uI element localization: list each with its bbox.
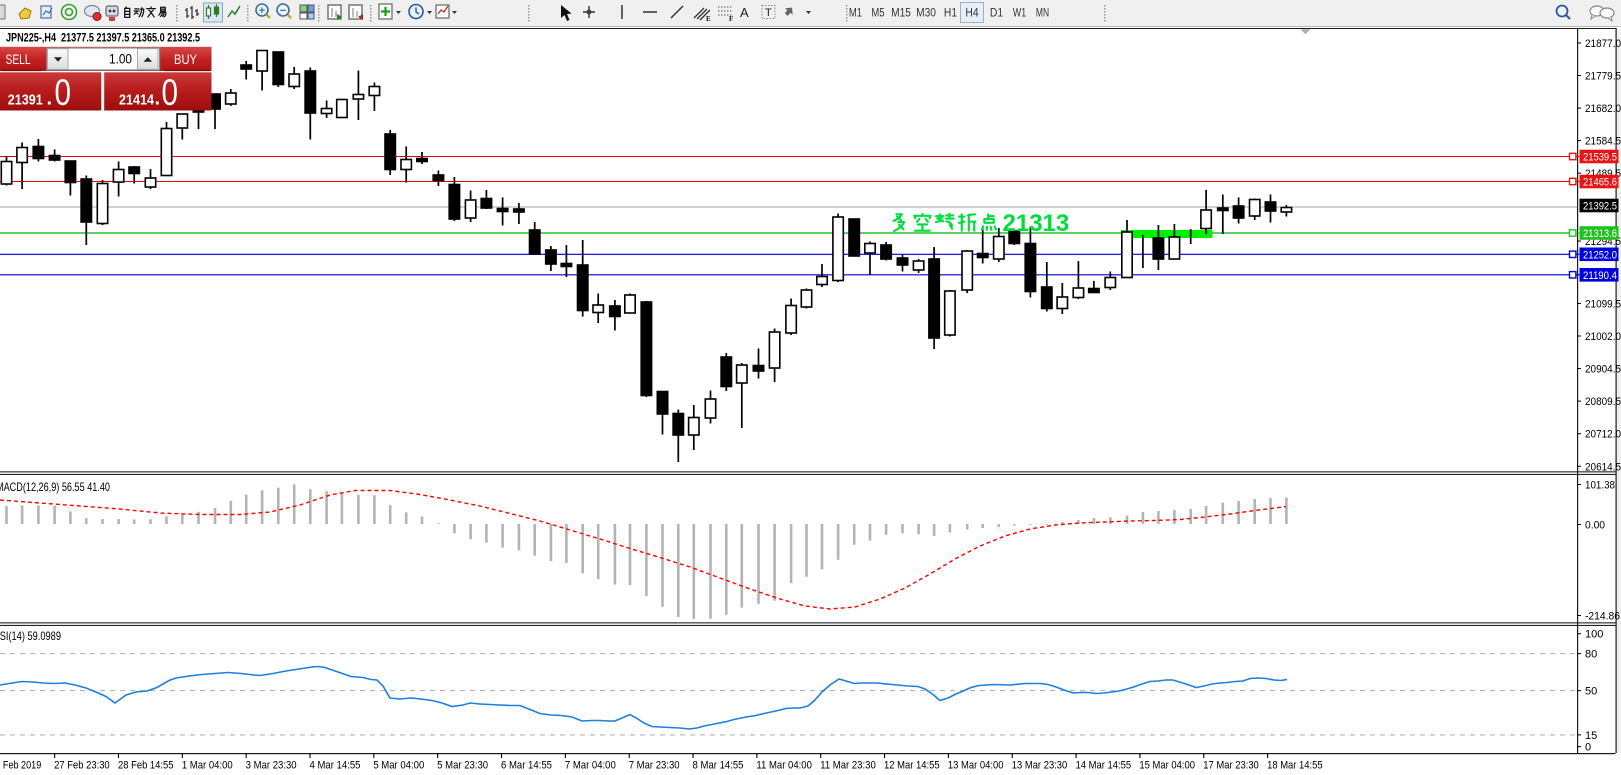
svg-text:.: .	[47, 87, 53, 109]
svg-text:28 Feb 14:55: 28 Feb 14:55	[118, 760, 174, 772]
svg-text:M1: M1	[849, 8, 862, 20]
svg-text:20809.5: 20809.5	[1585, 396, 1621, 408]
svg-text:21414: 21414	[119, 91, 155, 108]
svg-text:21252.0: 21252.0	[1583, 250, 1617, 262]
svg-text:21682.0: 21682.0	[1585, 103, 1621, 115]
svg-text:SELL: SELL	[6, 51, 31, 67]
svg-text:20614.5: 20614.5	[1585, 461, 1621, 473]
svg-text:101.38: 101.38	[1585, 480, 1615, 492]
svg-text:W1: W1	[1013, 8, 1026, 20]
svg-text:5 Mar 23:30: 5 Mar 23:30	[437, 760, 488, 772]
svg-text:21190.4: 21190.4	[1583, 270, 1617, 282]
svg-text:21002.0: 21002.0	[1585, 331, 1621, 343]
svg-text:13 Mar 23:30: 13 Mar 23:30	[1012, 760, 1068, 772]
svg-text:0: 0	[55, 72, 72, 113]
svg-text:M15: M15	[891, 8, 911, 20]
svg-text:11 Mar 04:00: 11 Mar 04:00	[756, 760, 812, 772]
svg-text:21391: 21391	[8, 91, 43, 108]
svg-text:21465.6: 21465.6	[1583, 177, 1617, 189]
svg-text:-214.86: -214.86	[1585, 611, 1620, 623]
svg-text:RSI(14) 59.0989: RSI(14) 59.0989	[0, 629, 61, 643]
svg-text:27 Feb 23:30: 27 Feb 23:30	[54, 760, 110, 772]
svg-text:D1: D1	[990, 8, 1003, 20]
svg-text:6 Mar 14:55: 6 Mar 14:55	[501, 760, 552, 772]
svg-text:20904.5: 20904.5	[1585, 364, 1621, 376]
svg-text:21779.5: 21779.5	[1585, 71, 1621, 83]
svg-text:13 Mar 04:00: 13 Mar 04:00	[948, 760, 1004, 772]
svg-text:3 Mar 23:30: 3 Mar 23:30	[246, 760, 297, 772]
svg-text:M5: M5	[871, 8, 884, 20]
svg-text:12 Mar 14:55: 12 Mar 14:55	[884, 760, 940, 772]
svg-text:21877.0: 21877.0	[1585, 38, 1621, 50]
svg-text:.: .	[155, 87, 161, 109]
svg-text:−: −	[280, 5, 286, 17]
svg-text:7 Mar 23:30: 7 Mar 23:30	[629, 760, 680, 772]
svg-text:21392.5: 21392.5	[1583, 201, 1617, 213]
svg-text:8 Mar 14:55: 8 Mar 14:55	[693, 760, 744, 772]
svg-text:21313: 21313	[1003, 210, 1070, 237]
svg-text:E: E	[706, 15, 711, 23]
svg-text:H1: H1	[944, 8, 957, 20]
svg-text:100: 100	[1585, 629, 1603, 641]
svg-text:+: +	[259, 5, 265, 17]
svg-text:A: A	[740, 5, 749, 20]
svg-text:MN: MN	[1036, 8, 1049, 20]
svg-text:0.00: 0.00	[1585, 520, 1605, 532]
svg-text:80: 80	[1585, 649, 1597, 661]
svg-text:T: T	[765, 7, 772, 19]
svg-text:BUY: BUY	[174, 51, 198, 67]
svg-text:1.00: 1.00	[109, 52, 132, 67]
svg-text:H4: H4	[965, 8, 979, 20]
svg-text:0: 0	[162, 72, 179, 113]
svg-text:50: 50	[1585, 686, 1597, 698]
svg-text:20712.0: 20712.0	[1585, 429, 1621, 441]
svg-text:5 Mar 04:00: 5 Mar 04:00	[373, 760, 424, 772]
svg-text:11 Mar 23:30: 11 Mar 23:30	[820, 760, 876, 772]
svg-text:14 Mar 14:55: 14 Mar 14:55	[1076, 760, 1132, 772]
svg-text:21099.5: 21099.5	[1585, 298, 1621, 310]
svg-text:0: 0	[1585, 742, 1591, 754]
svg-text:1 Mar 04:00: 1 Mar 04:00	[182, 760, 233, 772]
svg-text:15 Mar 04:00: 15 Mar 04:00	[1139, 760, 1195, 772]
svg-text:21313.6: 21313.6	[1583, 228, 1617, 240]
svg-text:4 Mar 14:55: 4 Mar 14:55	[310, 760, 361, 772]
svg-text:MACD(12,26,9) 56.55 41.40: MACD(12,26,9) 56.55 41.40	[0, 480, 110, 494]
svg-text:7 Mar 04:00: 7 Mar 04:00	[565, 760, 616, 772]
svg-text:F: F	[729, 15, 733, 23]
svg-text:18 Mar 14:55: 18 Mar 14:55	[1267, 760, 1323, 772]
svg-text:M30: M30	[916, 8, 936, 20]
svg-text:21539.5: 21539.5	[1583, 152, 1617, 164]
svg-text:JPN225-,H4 21377.5 21397.5 21: JPN225-,H4 21377.5 21397.5 21365.0 21392…	[6, 31, 200, 45]
svg-text:21584.5: 21584.5	[1585, 136, 1621, 148]
svg-text:17 Mar 23:30: 17 Mar 23:30	[1203, 760, 1259, 772]
svg-text:15: 15	[1585, 730, 1597, 742]
svg-text:26 Feb 2019: 26 Feb 2019	[0, 760, 41, 772]
